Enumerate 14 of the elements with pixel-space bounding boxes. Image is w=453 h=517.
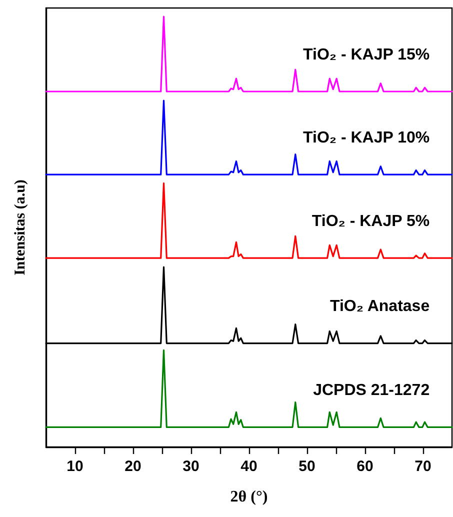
y-axis-title: Intensitas (a.u) [12,180,28,276]
x-tick-label: 10 [66,458,84,475]
series-label: TiO₂ Anatase [330,298,430,316]
series-label: TiO₂ - KAJP 15% [303,46,430,64]
series-label: JCPDS 21-1272 [313,382,430,400]
x-tick-label: 60 [356,458,374,475]
series-label: TiO₂ - KAJP 10% [303,129,430,146]
x-tick-label: 30 [182,458,200,475]
x-axis-title: 2θ (°) [230,488,268,506]
x-tick-label: 70 [414,458,432,475]
x-tick-label: 20 [124,458,142,475]
series-label: TiO₂ - KAJP 5% [312,212,430,230]
x-tick-label: 50 [298,458,316,475]
x-tick-label: 40 [240,458,258,475]
